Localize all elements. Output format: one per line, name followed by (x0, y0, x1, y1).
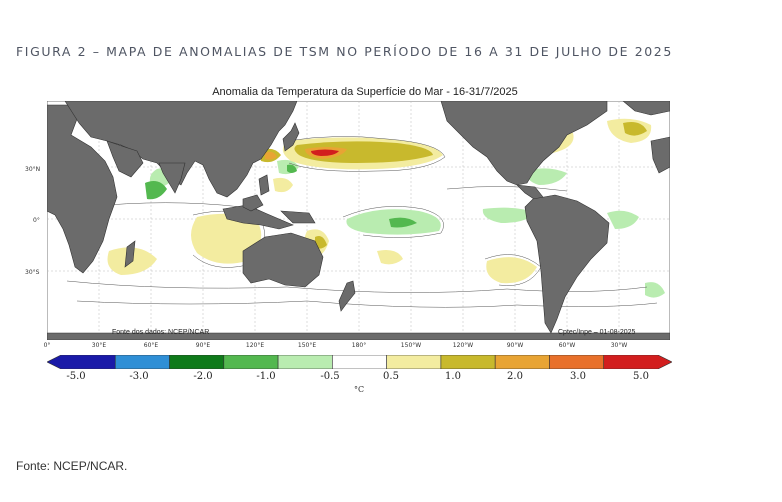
map-producer-credit: Cptec/Inpe – 01-08-2025 (558, 329, 636, 336)
lon-label: 120°W (452, 342, 474, 349)
lon-label: 30°E (91, 342, 107, 349)
anomaly-cool-medium (145, 164, 417, 228)
land-india (158, 162, 186, 194)
scale-label: 3.0 (570, 371, 586, 382)
scale-label: -0.5 (320, 371, 340, 382)
color-scale-swatch (386, 354, 442, 370)
lat-label-equator: 0° (33, 217, 40, 224)
scale-label: 2.0 (507, 371, 523, 382)
land-borneo (242, 194, 264, 212)
scale-unit: °C (354, 385, 365, 394)
land-new-guinea (280, 210, 316, 224)
scale-label: -2.0 (193, 371, 213, 382)
land-antarctica (47, 332, 670, 340)
scale-label: -3.0 (129, 371, 149, 382)
color-scale-swatch (277, 354, 333, 370)
lon-label: 60°E (143, 342, 159, 349)
land-indonesia (222, 204, 294, 230)
lon-label: 60°W (558, 342, 576, 349)
color-scale-swatch (223, 354, 279, 370)
figure-source: Fonte: NCEP/NCAR. (16, 459, 128, 473)
scale-label: 5.0 (633, 371, 649, 382)
lon-label: 120°E (245, 342, 265, 349)
color-scale (46, 354, 673, 370)
lon-label: 0° (43, 342, 51, 349)
color-scale-swatch (46, 354, 116, 370)
land-japan (282, 122, 300, 152)
color-scale-swatch (440, 354, 496, 370)
land-europe-west (650, 136, 670, 174)
land-arabia (106, 140, 144, 178)
color-scale-labels: -5.0 -3.0 -2.0 -1.0 -0.5 0.5 1.0 2.0 3.0… (47, 371, 672, 383)
lat-label-30n: 30°N (25, 166, 41, 173)
lat-label-30s: 30°S (25, 269, 40, 276)
color-scale-swatch (169, 354, 225, 370)
map-data-credit: Fonte dos dados: NCEP/NCAR (112, 329, 210, 336)
lon-label: 150°E (297, 342, 317, 349)
color-scale-swatch (603, 354, 673, 370)
lon-label: 30°W (610, 342, 628, 349)
scale-label: 1.0 (445, 371, 461, 382)
anomaly-warm-strong (265, 147, 347, 160)
scale-label: -5.0 (66, 371, 86, 382)
map-title: Anomalia da Temperatura da Superfície do… (212, 86, 518, 98)
land-madagascar (124, 240, 136, 268)
color-scale-swatch (332, 354, 387, 370)
sst-anomaly-map (47, 101, 670, 340)
land-australia (242, 232, 324, 288)
figure-title: FIGURA 2 – MAPA DE ANOMALIAS DE TSM NO P… (16, 44, 673, 59)
land-south-america (524, 194, 610, 334)
land-greenland (622, 101, 670, 116)
longitude-axis: 0° 30°E 60°E 90°E 120°E 150°E 180° 150°W… (43, 342, 670, 352)
scale-label: -1.0 (256, 371, 276, 382)
map-canvas (47, 101, 670, 340)
land-north-america (440, 101, 608, 186)
color-scale-bar (46, 354, 673, 370)
land-new-zealand (338, 280, 356, 312)
scale-label: 0.5 (383, 371, 399, 382)
color-scale-swatch (114, 354, 170, 370)
lon-label: 180° (351, 342, 367, 349)
land-philippines (258, 174, 270, 196)
lon-label: 90°W (506, 342, 524, 349)
lon-label: 150°W (400, 342, 422, 349)
lon-label: 90°E (195, 342, 211, 349)
color-scale-swatch (494, 354, 550, 370)
color-scale-swatch (549, 354, 605, 370)
land-africa (47, 104, 118, 274)
land (47, 101, 670, 340)
